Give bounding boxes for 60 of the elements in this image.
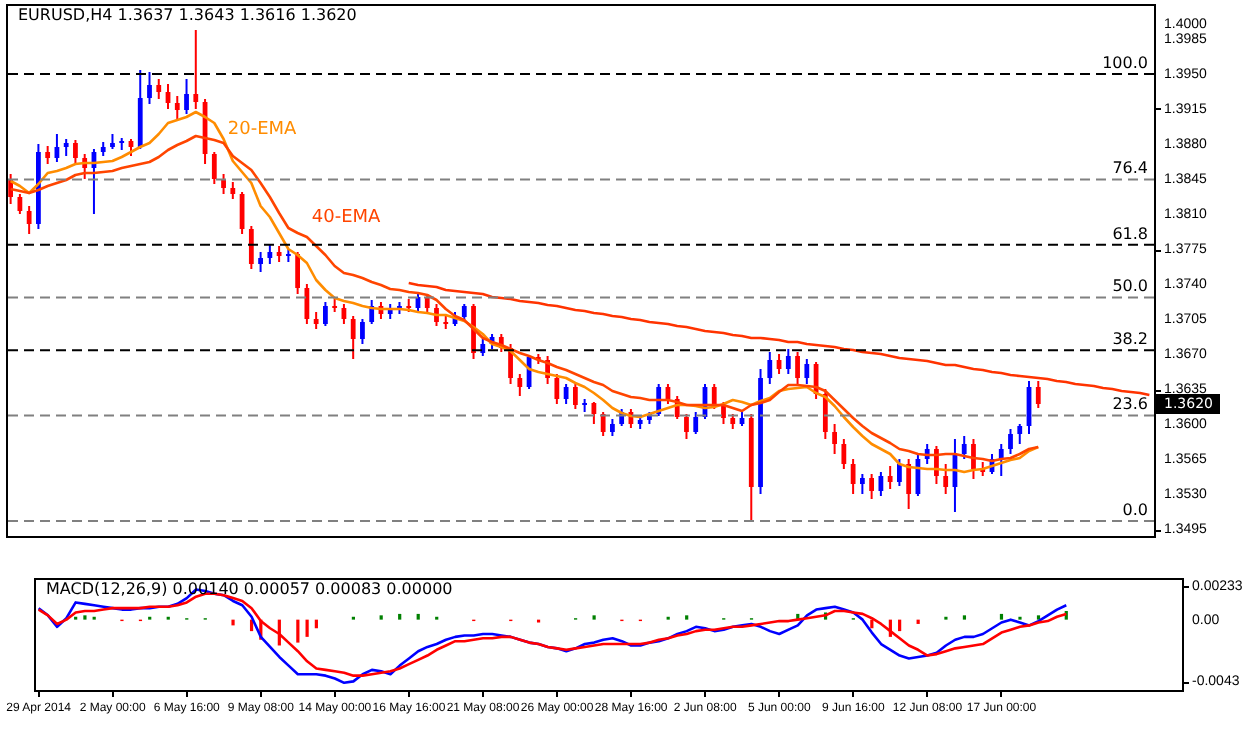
candlestick xyxy=(897,458,902,487)
candlestick xyxy=(693,411,699,435)
series-label: 20-EMA xyxy=(227,120,299,140)
candlestick xyxy=(26,205,32,235)
candlestick xyxy=(832,423,837,455)
candlestick xyxy=(360,318,365,345)
chart-title: MACD(12,26,9) 0.00140 0.00057 0.00083 0.00000 xyxy=(46,580,453,598)
ref-line-label: 23.6 xyxy=(1112,395,1148,414)
candlestick xyxy=(554,373,560,405)
candlestick xyxy=(73,139,78,165)
candlestick xyxy=(267,243,273,265)
candlestick xyxy=(350,315,356,360)
candlestick xyxy=(943,463,949,495)
candlestick xyxy=(850,458,856,495)
candlestick xyxy=(887,465,893,490)
candlestick xyxy=(721,401,726,425)
candlestick xyxy=(961,435,967,460)
ref-line-label: 61.8 xyxy=(1112,224,1148,243)
ref-line-label: 76.4 xyxy=(1112,159,1148,178)
candlestick xyxy=(323,301,328,327)
candlestick xyxy=(517,373,523,397)
candlestick xyxy=(998,443,1004,477)
candlestick xyxy=(563,383,569,405)
candlestick xyxy=(1008,428,1013,455)
chart-title: EURUSD,H4 1.3637 1.3643 1.3616 1.3620 xyxy=(18,6,357,24)
candlestick xyxy=(1035,380,1041,409)
candlestick xyxy=(684,413,689,440)
candlestick xyxy=(600,411,606,437)
candlestick xyxy=(17,193,23,215)
candlestick xyxy=(174,95,180,120)
candlestick xyxy=(591,401,597,425)
candlestick xyxy=(711,383,717,410)
candlestick xyxy=(906,458,912,510)
candlestick xyxy=(795,351,800,385)
candlestick xyxy=(767,351,773,385)
ref-line-label: 0.0 xyxy=(1122,500,1148,519)
ref-line-label: 50.0 xyxy=(1112,277,1148,296)
candlestick xyxy=(304,283,310,325)
candlestick xyxy=(156,78,162,100)
candlestick xyxy=(1017,423,1023,445)
candlestick xyxy=(841,438,847,470)
candlestick xyxy=(184,78,189,115)
candlestick xyxy=(785,348,791,375)
candlestick xyxy=(258,251,263,273)
candlestick xyxy=(971,438,976,480)
candlestick xyxy=(147,71,152,105)
candlestick xyxy=(295,251,301,295)
candlestick xyxy=(193,29,199,110)
candlestick xyxy=(248,225,254,270)
candlestick xyxy=(804,358,810,385)
candlestick xyxy=(869,473,875,500)
candlestick xyxy=(221,173,226,195)
candlestick xyxy=(572,383,578,410)
candlestick xyxy=(878,471,884,497)
candlestick xyxy=(859,473,865,495)
ref-line-label: 38.2 xyxy=(1112,330,1148,349)
ref-line-label: 100.0 xyxy=(1102,54,1148,72)
line-series xyxy=(407,281,1151,397)
series-label: 40-EMA xyxy=(311,208,383,228)
candlestick xyxy=(211,151,217,185)
